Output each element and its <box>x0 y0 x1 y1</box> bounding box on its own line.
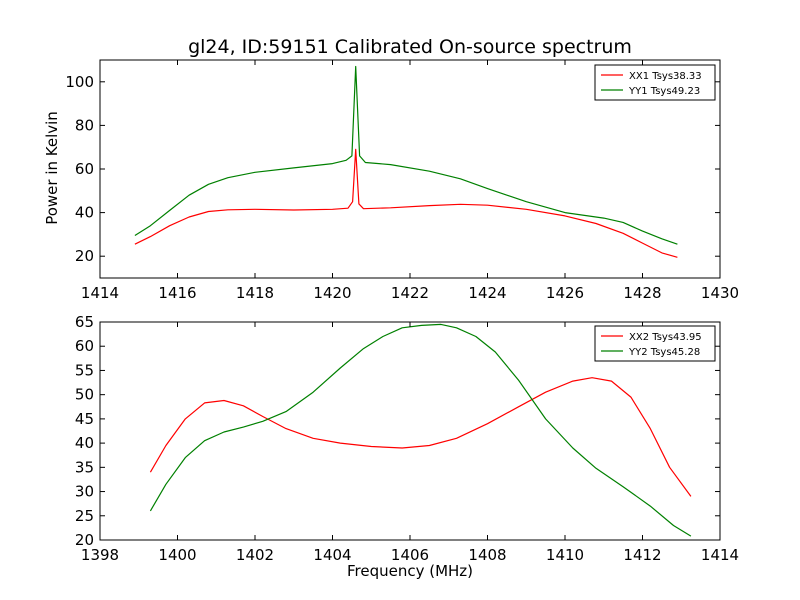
y-tick-label: 55 <box>75 361 94 379</box>
x-tick-label: 1408 <box>468 546 506 564</box>
y-tick-label: 20 <box>75 247 94 265</box>
x-tick-label: 1430 <box>701 284 739 302</box>
legend: XX1 Tsys38.33 YY1 Tsys49.23 <box>594 64 716 101</box>
x-tick-label: 1428 <box>623 284 661 302</box>
legend: XX2 Tsys43.95 YY2 Tsys45.28 <box>594 325 716 362</box>
x-tick-label: 1410 <box>546 546 584 564</box>
x-tick-label: 1400 <box>158 546 196 564</box>
legend-box <box>594 325 716 362</box>
series-line-1 <box>134 148 678 258</box>
legend-label: XX2 Tsys43.95 <box>629 332 702 343</box>
x-tick-label: 1418 <box>236 284 274 302</box>
y-tick-label: 100 <box>65 73 94 91</box>
series-line-2 <box>134 65 678 245</box>
legend-label: YY1 Tsys49.23 <box>628 86 700 97</box>
y-tick-label: 20 <box>75 531 94 549</box>
legend-label: XX1 Tsys38.33 <box>629 71 702 82</box>
x-tick-label: 1422 <box>391 284 429 302</box>
x-tick-label: 1406 <box>391 546 429 564</box>
y-tick-label: 50 <box>75 386 94 404</box>
x-tick-label: 1414 <box>701 546 739 564</box>
y-tick-label: 30 <box>75 483 94 501</box>
y-tick-label: 45 <box>75 410 94 428</box>
y-axis-label: Power in Kelvin <box>43 111 61 225</box>
bottom-panel: 1398 1400 1402 1404 1406 1408 1410 1412 1414 20 25… <box>75 313 739 564</box>
x-tick-label: 1398 <box>81 546 119 564</box>
y-tick-label: 65 <box>75 313 94 331</box>
x-axis-label: Frequency (MHz) <box>347 562 473 580</box>
chart-title: gl24, ID:59151 Calibrated On-source spec… <box>188 36 632 58</box>
y-tick-label: 40 <box>75 204 94 222</box>
top-panel: 1414 1416 1418 1420 1422 1424 1426 1428 1430 20 40… <box>65 59 739 302</box>
x-tick-label: 1412 <box>623 546 661 564</box>
y-tick-label: 60 <box>75 160 94 178</box>
y-tick-label: 25 <box>75 507 94 525</box>
x-tick-label: 1420 <box>313 284 351 302</box>
legend-box <box>594 64 716 101</box>
x-tick-label: 1414 <box>81 284 119 302</box>
x-tick-label: 1402 <box>236 546 274 564</box>
y-tick-label: 40 <box>75 434 94 452</box>
x-tick-label: 1426 <box>546 284 584 302</box>
series-line-1 <box>149 377 692 497</box>
y-tick-label: 60 <box>75 337 94 355</box>
x-tick-label: 1424 <box>468 284 506 302</box>
y-tick-label: 80 <box>75 116 94 134</box>
legend-label: YY2 Tsys45.28 <box>628 347 700 358</box>
y-tick-label: 35 <box>75 458 94 476</box>
series-line-2 <box>149 323 692 537</box>
x-tick-label: 1416 <box>158 284 196 302</box>
x-tick-label: 1404 <box>313 546 351 564</box>
